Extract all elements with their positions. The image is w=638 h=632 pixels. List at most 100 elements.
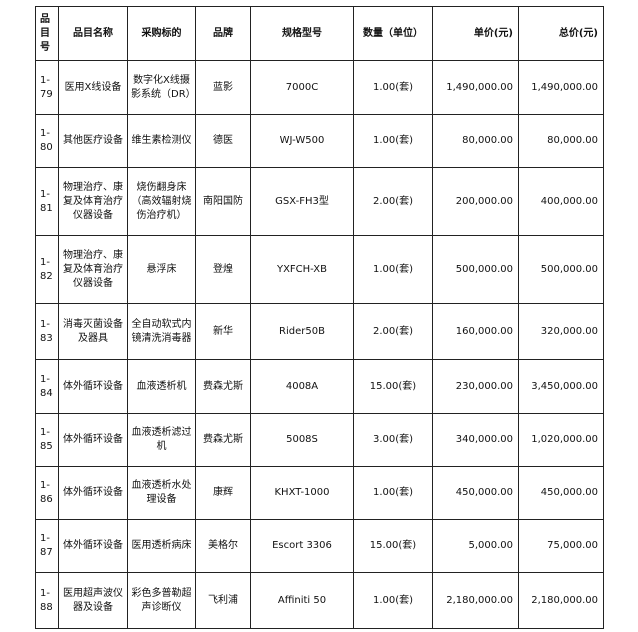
- cell-model: Escort 3306: [250, 519, 354, 573]
- cell-model: KHXT-1000: [250, 466, 354, 520]
- header-id: 品目号: [35, 6, 59, 61]
- cell-id: 1-84: [35, 359, 59, 414]
- cell-model: YXFCH-XB: [250, 235, 354, 304]
- cell-qty: 1.00(套): [353, 114, 433, 168]
- cell-category: 物理治疗、康复及体育治疗仪器设备: [58, 235, 128, 304]
- cell-unit-price: 80,000.00: [432, 114, 519, 168]
- cell-item: 血液透析机: [127, 359, 196, 414]
- cell-category: 医用X线设备: [58, 60, 128, 115]
- cell-model: GSX-FH3型: [250, 167, 354, 236]
- table-row: 1-80 其他医疗设备 维生素检测仪 德医 WJ-W500 1.00(套) 80,000.0…: [35, 114, 604, 168]
- cell-item: 维生素检测仪: [127, 114, 196, 168]
- cell-unit-price: 500,000.00: [432, 235, 519, 304]
- cell-model: Rider50B: [250, 303, 354, 360]
- header-row: 品目号 品目名称 采购标的 品牌 规格型号 数量（单位） 单价(元) 总价(元): [35, 6, 604, 61]
- cell-item: 数字化X线摄影系统（DR）: [127, 60, 196, 115]
- cell-item: 烧伤翻身床（高效辐射烧伤治疗机）: [127, 167, 196, 236]
- cell-category: 其他医疗设备: [58, 114, 128, 168]
- header-qty: 数量（单位）: [353, 6, 433, 61]
- cell-qty: 2.00(套): [353, 167, 433, 236]
- header-brand: 品牌: [195, 6, 251, 61]
- cell-unit-price: 1,490,000.00: [432, 60, 519, 115]
- cell-id: 1-82: [35, 235, 59, 304]
- cell-item: 全自动软式内镜清洗消毒器: [127, 303, 196, 360]
- cell-qty: 1.00(套): [353, 572, 433, 629]
- table-row: 1-79 医用X线设备 数字化X线摄影系统（DR） 蓝影 7000C 1.00(套) 1,4…: [35, 60, 604, 115]
- cell-qty: 1.00(套): [353, 235, 433, 304]
- cell-model: Affiniti 50: [250, 572, 354, 629]
- cell-total: 320,000.00: [518, 303, 604, 360]
- cell-total: 3,450,000.00: [518, 359, 604, 414]
- table-row: 1-81 物理治疗、康复及体育治疗仪器设备 烧伤翻身床（高效辐射烧伤治疗机） 南阳国防…: [35, 167, 604, 236]
- cell-brand: 登煌: [195, 235, 251, 304]
- cell-item: 悬浮床: [127, 235, 196, 304]
- cell-id: 1-80: [35, 114, 59, 168]
- cell-qty: 1.00(套): [353, 466, 433, 520]
- cell-total: 1,020,000.00: [518, 413, 604, 467]
- cell-qty: 15.00(套): [353, 359, 433, 414]
- cell-id: 1-87: [35, 519, 59, 573]
- cell-unit-price: 200,000.00: [432, 167, 519, 236]
- cell-id: 1-81: [35, 167, 59, 236]
- table-row: 1-86 体外循环设备 血液透析水处理设备 康辉 KHXT-1000 1.00(套) 450…: [35, 466, 604, 520]
- cell-category: 体外循环设备: [58, 413, 128, 467]
- cell-total: 500,000.00: [518, 235, 604, 304]
- cell-model: WJ-W500: [250, 114, 354, 168]
- table-row: 1-83 消毒灭菌设备及器具 全自动软式内镜清洗消毒器 新华 Rider50B 2.00(…: [35, 303, 604, 360]
- cell-unit-price: 5,000.00: [432, 519, 519, 573]
- cell-brand: 德医: [195, 114, 251, 168]
- header-total: 总价(元): [518, 6, 604, 61]
- cell-item: 医用透析病床: [127, 519, 196, 573]
- cell-unit-price: 230,000.00: [432, 359, 519, 414]
- table-row: 1-88 医用超声波仪器及设备 彩色多普勒超声诊断仪 飞利浦 Affiniti 50 1.…: [35, 572, 604, 629]
- cell-category: 体外循环设备: [58, 359, 128, 414]
- cell-item: 彩色多普勒超声诊断仪: [127, 572, 196, 629]
- cell-total: 450,000.00: [518, 466, 604, 520]
- header-model: 规格型号: [250, 6, 354, 61]
- cell-id: 1-79: [35, 60, 59, 115]
- cell-category: 医用超声波仪器及设备: [58, 572, 128, 629]
- cell-qty: 2.00(套): [353, 303, 433, 360]
- header-item: 采购标的: [127, 6, 196, 61]
- cell-total: 400,000.00: [518, 167, 604, 236]
- cell-model: 5008S: [250, 413, 354, 467]
- cell-item: 血液透析滤过机: [127, 413, 196, 467]
- cell-brand: 美格尔: [195, 519, 251, 573]
- cell-qty: 15.00(套): [353, 519, 433, 573]
- cell-total: 75,000.00: [518, 519, 604, 573]
- cell-category: 体外循环设备: [58, 466, 128, 520]
- cell-id: 1-88: [35, 572, 59, 629]
- cell-unit-price: 340,000.00: [432, 413, 519, 467]
- cell-total: 2,180,000.00: [518, 572, 604, 629]
- cell-brand: 蓝影: [195, 60, 251, 115]
- cell-total: 80,000.00: [518, 114, 604, 168]
- cell-qty: 1.00(套): [353, 60, 433, 115]
- cell-category: 消毒灭菌设备及器具: [58, 303, 128, 360]
- cell-item: 血液透析水处理设备: [127, 466, 196, 520]
- cell-brand: 康辉: [195, 466, 251, 520]
- cell-total: 1,490,000.00: [518, 60, 604, 115]
- cell-unit-price: 160,000.00: [432, 303, 519, 360]
- cell-category: 体外循环设备: [58, 519, 128, 573]
- cell-qty: 3.00(套): [353, 413, 433, 467]
- cell-id: 1-85: [35, 413, 59, 467]
- cell-id: 1-83: [35, 303, 59, 360]
- cell-model: 7000C: [250, 60, 354, 115]
- cell-brand: 费森尤斯: [195, 359, 251, 414]
- cell-unit-price: 450,000.00: [432, 466, 519, 520]
- cell-brand: 新华: [195, 303, 251, 360]
- header-category: 品目名称: [58, 6, 128, 61]
- cell-brand: 飞利浦: [195, 572, 251, 629]
- header-unit-price: 单价(元): [432, 6, 519, 61]
- table-row: 1-84 体外循环设备 血液透析机 费森尤斯 4008A 15.00(套) 230,000.…: [35, 359, 604, 414]
- cell-model: 4008A: [250, 359, 354, 414]
- procurement-table: 品目号 品目名称 采购标的 品牌 规格型号 数量（单位） 单价(元) 总价(元)…: [35, 6, 604, 629]
- cell-unit-price: 2,180,000.00: [432, 572, 519, 629]
- table-row: 1-82 物理治疗、康复及体育治疗仪器设备 悬浮床 登煌 YXFCH-XB 1.00(套)…: [35, 235, 604, 304]
- table-row: 1-85 体外循环设备 血液透析滤过机 费森尤斯 5008S 3.00(套) 340,000…: [35, 413, 604, 467]
- cell-brand: 费森尤斯: [195, 413, 251, 467]
- cell-id: 1-86: [35, 466, 59, 520]
- table-row: 1-87 体外循环设备 医用透析病床 美格尔 Escort 3306 15.00(套) 5,…: [35, 519, 604, 573]
- cell-category: 物理治疗、康复及体育治疗仪器设备: [58, 167, 128, 236]
- cell-brand: 南阳国防: [195, 167, 251, 236]
